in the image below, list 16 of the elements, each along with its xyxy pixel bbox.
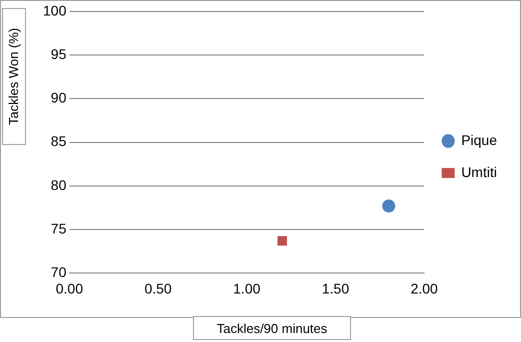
x-tick-label: 0.50 (144, 280, 172, 296)
x-axis-title: Tackles/90 minutes (193, 316, 351, 340)
x-tick-label: 0.00 (56, 280, 84, 296)
y-tick-label: 75 (50, 220, 67, 236)
y-tick-label: 70 (50, 264, 67, 280)
y-tick-label: 95 (50, 46, 67, 62)
y-axis-title: Tackles Won (%) (6, 28, 22, 126)
x-tick-label: 1.00 (233, 280, 261, 296)
y-tick-label: 90 (50, 90, 67, 106)
y-tick-label: 80 (50, 176, 67, 193)
y-tick-label: 85 (50, 133, 67, 150)
x-tick-label: 2.00 (410, 280, 438, 296)
y-tick-label: 100 (43, 2, 67, 18)
legend-label: Umtiti (461, 164, 497, 180)
x-tick-label: 1.50 (322, 280, 350, 296)
legend-label: Pique (461, 132, 498, 148)
